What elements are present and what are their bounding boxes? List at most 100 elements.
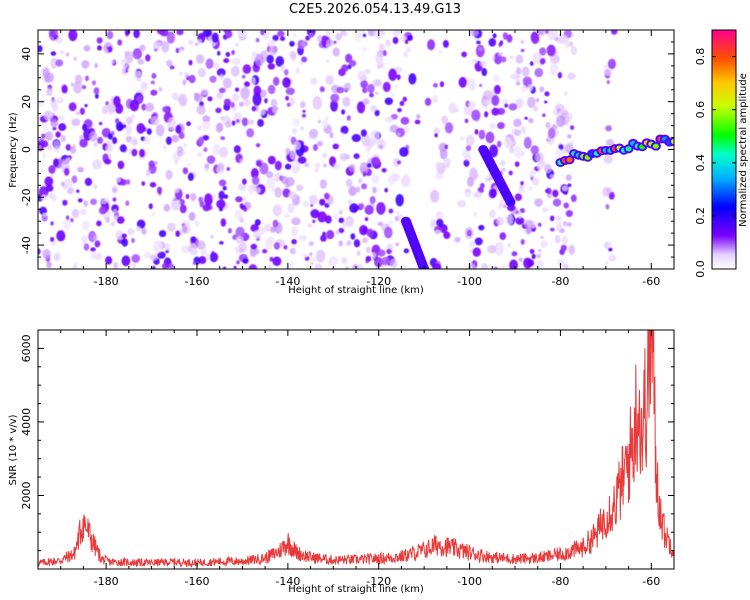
spectrogram-point bbox=[333, 40, 337, 44]
spectrogram-point bbox=[158, 87, 163, 92]
spectrogram-point bbox=[394, 215, 399, 222]
spectrogram-point bbox=[381, 167, 387, 173]
spectrogram-point bbox=[367, 83, 375, 94]
spectrogram-point bbox=[324, 192, 330, 200]
spectrogram-point bbox=[319, 198, 326, 206]
spectrogram-point bbox=[408, 73, 417, 85]
spectrogram-point bbox=[200, 88, 209, 96]
spectrogram-point bbox=[317, 140, 323, 147]
spectrogram-point bbox=[56, 230, 66, 242]
spectrogram-point bbox=[317, 211, 327, 223]
spectrogram-point bbox=[345, 53, 353, 63]
spectrogram-point bbox=[388, 68, 398, 81]
spectrogram-point bbox=[280, 36, 286, 41]
spectrogram-point bbox=[343, 82, 351, 92]
spectrogram-point bbox=[395, 242, 400, 247]
spectrogram-point bbox=[291, 217, 301, 226]
spectrogram-point bbox=[39, 206, 48, 215]
spectrogram-point bbox=[289, 148, 298, 160]
spectrogram-point bbox=[76, 189, 80, 193]
spectrogram-point bbox=[148, 203, 153, 210]
spectrogram-point bbox=[328, 256, 339, 267]
spectrogram-point bbox=[563, 202, 570, 209]
spectrogram-point bbox=[289, 50, 297, 59]
spectrogram-point bbox=[529, 61, 534, 66]
spectrogram-point bbox=[113, 95, 121, 107]
spectrogram-point bbox=[267, 84, 276, 95]
spectrogram-point bbox=[374, 109, 380, 117]
spectrogram-point bbox=[608, 191, 615, 200]
spectrogram-point bbox=[345, 215, 354, 227]
spectrogram-point bbox=[280, 175, 288, 185]
spectrogram-point bbox=[514, 193, 523, 201]
spectrogram-point bbox=[549, 62, 559, 76]
spectrogram-point bbox=[495, 216, 505, 226]
spectrogram-point bbox=[248, 264, 258, 269]
spectrogram-point bbox=[268, 45, 278, 56]
spectrogram-point bbox=[333, 162, 341, 170]
spectrogram-point bbox=[438, 49, 443, 55]
spectrogram-point bbox=[202, 30, 213, 38]
spectrogram-point bbox=[48, 192, 55, 199]
spectrogram-point bbox=[375, 79, 382, 87]
spectrogram-point bbox=[508, 170, 513, 176]
spectrogram-point bbox=[251, 105, 257, 112]
spectrogram-point bbox=[321, 35, 328, 45]
spectrogram-point bbox=[506, 34, 513, 43]
spectrogram-point bbox=[124, 125, 132, 136]
spectrogram-point bbox=[178, 93, 188, 107]
spectrogram-point bbox=[443, 157, 451, 168]
spectrogram-point bbox=[472, 247, 481, 257]
spectrogram-point bbox=[435, 171, 444, 180]
spectrogram-point bbox=[397, 132, 401, 137]
spectrogram-point bbox=[377, 249, 386, 257]
spectrogram-features bbox=[400, 134, 674, 269]
spectrogram-point bbox=[140, 81, 149, 91]
spectrogram-point bbox=[68, 30, 78, 42]
spectrogram-point bbox=[79, 138, 88, 148]
spectrogram-point bbox=[375, 91, 379, 95]
spectrogram-point bbox=[125, 135, 133, 143]
spectrogram-point bbox=[498, 51, 504, 57]
spectrogram-point bbox=[566, 112, 573, 121]
spectrogram-point bbox=[115, 118, 120, 124]
spectrogram-point bbox=[93, 87, 100, 95]
spectrogram-point bbox=[511, 251, 518, 257]
spectrogram-point bbox=[158, 230, 167, 238]
spectrogram-point bbox=[534, 67, 544, 78]
spectrogram-point bbox=[521, 151, 525, 156]
spectrogram-point bbox=[242, 257, 249, 264]
spectrogram-point bbox=[382, 223, 387, 229]
spectrogram-point bbox=[256, 160, 262, 167]
snr-ytick-label: 4000 bbox=[20, 408, 33, 436]
spectrogram-point bbox=[291, 166, 300, 174]
spectrogram-point bbox=[152, 240, 163, 254]
spectrogram-point bbox=[465, 145, 472, 152]
spectrogram-point bbox=[484, 111, 489, 118]
spectrogram-point bbox=[361, 133, 371, 147]
tone-band-core bbox=[671, 138, 674, 145]
spectrogram-point bbox=[192, 261, 197, 265]
spectrogram-point bbox=[115, 121, 124, 132]
spectrogram-point bbox=[463, 159, 470, 167]
spectrogram-point bbox=[362, 47, 367, 52]
spectrogram-point bbox=[392, 157, 401, 167]
spectrogram-point bbox=[454, 108, 460, 113]
spectrogram-point bbox=[206, 155, 216, 164]
spectrogram-point bbox=[520, 238, 525, 245]
spectrogram-point bbox=[439, 81, 445, 88]
spectrogram-point bbox=[55, 131, 61, 138]
spectrogram-point bbox=[339, 152, 348, 162]
spectrogram-point bbox=[544, 163, 552, 174]
spectrogram-point bbox=[389, 258, 398, 268]
spectrogram-point bbox=[50, 98, 58, 108]
spectrogram-point bbox=[251, 176, 260, 185]
spectrogram-point bbox=[139, 44, 146, 52]
spectrogram-point bbox=[143, 136, 151, 145]
spectrogram-point bbox=[395, 193, 404, 207]
spectrogram-point bbox=[237, 183, 247, 191]
spectrogram-point bbox=[257, 118, 264, 127]
spectrogram-point bbox=[549, 174, 554, 179]
spectrogram-point bbox=[539, 57, 546, 65]
spectrogram-point bbox=[308, 32, 314, 39]
